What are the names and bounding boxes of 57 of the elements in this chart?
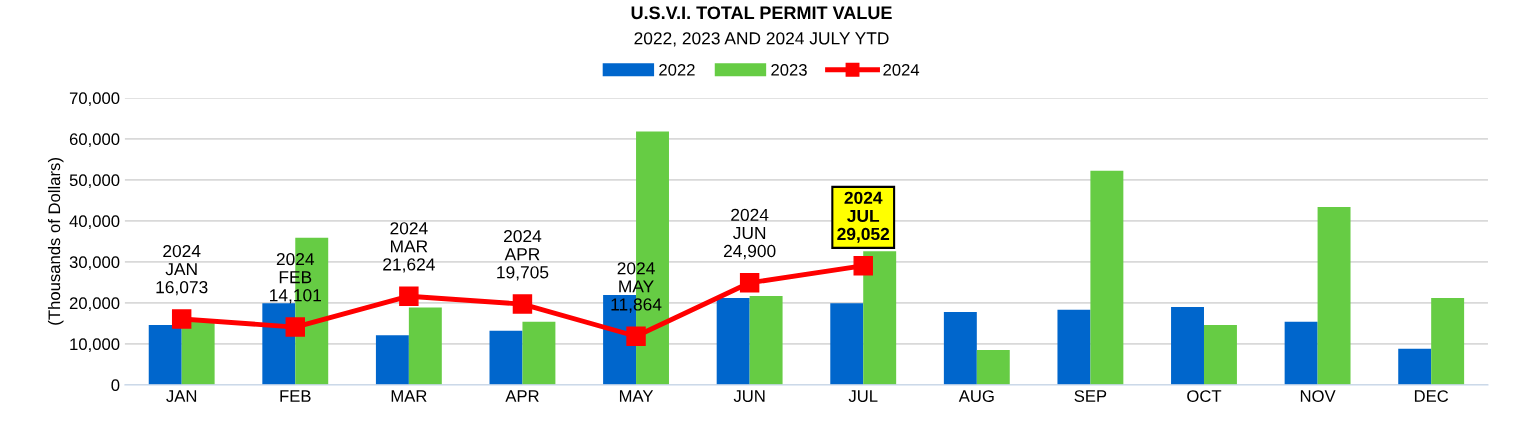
- bar: [1057, 309, 1091, 385]
- x-tick-label: JUL: [848, 390, 878, 402]
- bar: [375, 335, 409, 385]
- y-tick-label: 30,000: [69, 256, 120, 271]
- point: [399, 286, 419, 306]
- x-tick-label: JUN: [733, 390, 765, 402]
- data-label: 2024 JUL 29,052: [837, 191, 890, 243]
- x-tick-label: APR: [505, 390, 539, 402]
- y-axis-title: (Thousands of Dollars): [47, 158, 64, 325]
- data-label: 2024 JUN 24,900: [723, 208, 776, 260]
- bar: [1090, 170, 1124, 385]
- x-tick-label: MAR: [391, 390, 427, 402]
- legend-label: 2022: [659, 63, 695, 76]
- point: [512, 294, 533, 314]
- data-label: 2024 JAN 16,073: [156, 244, 208, 296]
- bar: [181, 321, 215, 385]
- y-tick-label: 20,000: [69, 297, 120, 312]
- bar: [830, 303, 864, 385]
- bar: [489, 330, 523, 385]
- x-tick-label: FEB: [280, 390, 311, 402]
- chart-subtitle: 2022, 2023 AND 2024 JULY YTD: [634, 32, 889, 47]
- bar: [976, 350, 1010, 385]
- data-label: 2024 MAR 21,624: [383, 222, 435, 273]
- legend-label: 2024: [883, 63, 920, 76]
- y-tick-label: 60,000: [69, 133, 120, 148]
- y-tick-label: 70,000: [69, 92, 120, 107]
- bar: [943, 311, 977, 385]
- x-tick-label: DEC: [1414, 390, 1449, 402]
- x-tick-label: OCT: [1187, 390, 1222, 402]
- bar: [148, 325, 182, 385]
- bar: [1203, 325, 1237, 385]
- x-tick-label: SEP: [1074, 390, 1107, 402]
- data-label: 2024 APR 19,705: [497, 230, 549, 281]
- y-tick-label: 10,000: [70, 338, 120, 353]
- bar: [1317, 206, 1351, 385]
- x-tick-label: MAY: [619, 390, 654, 402]
- bar: [749, 295, 783, 385]
- point: [739, 273, 760, 293]
- bar: [522, 321, 556, 385]
- point: [285, 317, 305, 337]
- x-tick-label: NOV: [1300, 390, 1336, 402]
- bar: [716, 297, 750, 385]
- legend-label: 2023: [771, 63, 807, 76]
- bar: [1431, 297, 1465, 385]
- point: [626, 326, 646, 346]
- point: [853, 256, 873, 276]
- bar: [1284, 321, 1318, 385]
- chart-title: U.S.V.I. TOTAL PERMIT VALUE: [631, 6, 892, 20]
- point: [171, 309, 192, 329]
- bar: [1398, 348, 1432, 385]
- x-tick-label: JAN: [166, 390, 197, 402]
- bar: [408, 307, 442, 385]
- y-tick-label: 40,000: [69, 215, 120, 230]
- y-tick-label: 0: [111, 379, 120, 392]
- bar: [1171, 306, 1204, 385]
- x-tick-label: AUG: [958, 390, 994, 402]
- y-tick-label: 50,000: [69, 174, 120, 189]
